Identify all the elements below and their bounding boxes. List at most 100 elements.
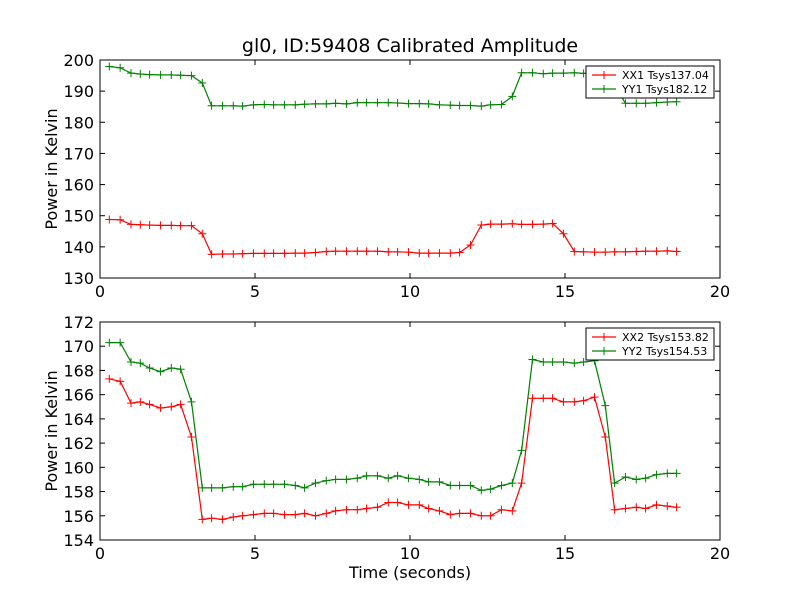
- data-point: [632, 99, 641, 108]
- data-point: [517, 446, 526, 455]
- y-tick-label: 164: [63, 410, 94, 429]
- x-tick-label: 0: [95, 544, 105, 563]
- data-point: [353, 474, 362, 483]
- data-point: [373, 98, 382, 107]
- data-point: [362, 471, 371, 480]
- y-axis-label: Power in Kelvin: [42, 370, 61, 491]
- data-point: [156, 403, 165, 412]
- data-point: [105, 338, 114, 347]
- data-point: [145, 400, 154, 409]
- data-point: [601, 401, 610, 410]
- data-point: [167, 364, 176, 373]
- data-point: [198, 79, 207, 88]
- data-point: [291, 100, 300, 109]
- data-point: [455, 101, 464, 110]
- data-point: [176, 400, 185, 409]
- data-point: [404, 99, 413, 108]
- legend-entry: XX1 Tsys137.04: [622, 69, 709, 82]
- data-point: [384, 474, 393, 483]
- data-point: [508, 506, 517, 515]
- data-point: [207, 250, 216, 259]
- data-point: [218, 101, 227, 110]
- data-point: [207, 514, 216, 523]
- data-point: [331, 506, 340, 515]
- data-point: [641, 474, 650, 483]
- data-point: [632, 247, 641, 256]
- data-point: [156, 367, 165, 376]
- data-point: [300, 249, 309, 258]
- data-point: [249, 480, 258, 489]
- data-point: [218, 483, 227, 492]
- y-tick-label: 172: [63, 313, 94, 332]
- data-point: [601, 433, 610, 442]
- data-point: [373, 247, 382, 256]
- data-point: [508, 219, 517, 228]
- data-point: [508, 92, 517, 101]
- data-point: [136, 70, 145, 79]
- data-point: [167, 221, 176, 230]
- data-point: [105, 215, 114, 224]
- data-point: [362, 98, 371, 107]
- data-point: [156, 70, 165, 79]
- data-point: [311, 511, 320, 520]
- data-point: [127, 220, 135, 229]
- y-tick-label: 170: [63, 144, 94, 163]
- data-point: [528, 355, 537, 364]
- data-point: [116, 338, 125, 347]
- data-point: [435, 506, 444, 515]
- data-point: [280, 480, 289, 489]
- data-point: [229, 250, 238, 259]
- data-point: [610, 479, 619, 488]
- data-point: [579, 357, 588, 366]
- data-point: [446, 510, 455, 519]
- data-point: [672, 97, 681, 106]
- data-point: [207, 101, 216, 110]
- data-point: [322, 476, 331, 485]
- data-point: [663, 469, 672, 478]
- data-point: [238, 482, 247, 491]
- legend-marker: [600, 333, 608, 341]
- data-point: [384, 498, 393, 507]
- data-point: [291, 249, 300, 258]
- data-point: [435, 477, 444, 486]
- y-tick-label: 166: [63, 386, 94, 405]
- legend-box: [585, 65, 715, 99]
- data-point: [528, 68, 537, 77]
- data-point: [477, 511, 486, 520]
- data-point: [559, 229, 568, 238]
- data-point: [311, 99, 320, 108]
- data-point: [579, 247, 588, 256]
- data-point: [539, 357, 548, 366]
- data-point: [176, 71, 185, 80]
- data-point: [672, 469, 681, 478]
- data-point: [218, 250, 227, 259]
- data-point: [455, 481, 464, 490]
- data-point: [652, 500, 661, 509]
- data-point: [590, 248, 599, 257]
- y-tick-label: 158: [63, 483, 94, 502]
- data-point: [663, 502, 672, 511]
- data-point: [136, 359, 145, 368]
- data-point: [384, 98, 393, 107]
- legend-marker: [600, 71, 608, 79]
- x-tick-label: 15: [555, 544, 575, 563]
- data-point: [652, 470, 661, 479]
- data-point: [249, 100, 258, 109]
- data-point: [116, 63, 125, 72]
- data-point: [455, 248, 464, 257]
- data-point: [528, 394, 537, 403]
- data-point: [229, 482, 238, 491]
- data-point: [249, 249, 258, 258]
- data-point: [127, 69, 135, 78]
- top-panel: 0 5 10 15 20 130 140 150 160 170 180 190 200 Power in…: [42, 51, 730, 301]
- data-point: [322, 99, 331, 108]
- data-point: [621, 504, 630, 513]
- data-point: [116, 377, 125, 386]
- data-point: [652, 98, 661, 107]
- x-tick-label: 5: [250, 282, 260, 301]
- data-point: [632, 503, 641, 512]
- data-point: [497, 100, 506, 109]
- data-point: [156, 221, 165, 230]
- data-point: [446, 249, 455, 258]
- data-point: [466, 509, 475, 518]
